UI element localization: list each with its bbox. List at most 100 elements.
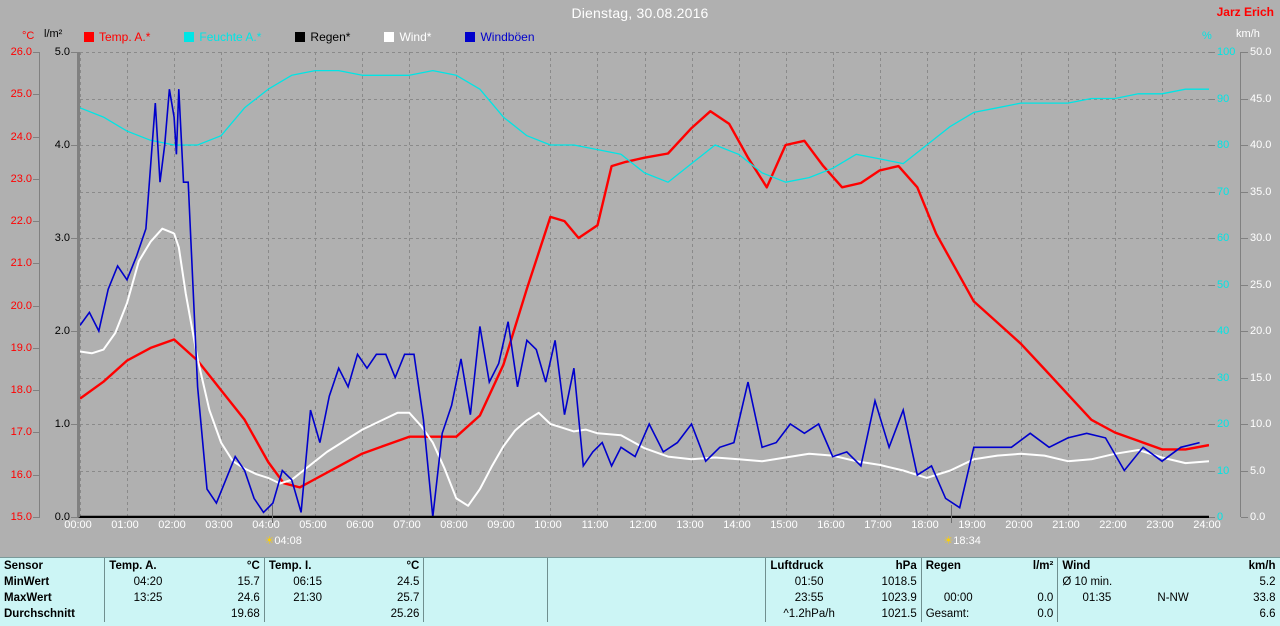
rain-left-tickmark: [71, 424, 78, 425]
time-tick: 17:00: [864, 519, 892, 531]
wind-right-tickmark: [1241, 52, 1248, 53]
temp-left-tickmark: [33, 94, 40, 95]
sunset-marker: ☀18:34: [943, 534, 980, 547]
cell-tempi-min-time: 06:15: [263, 574, 351, 590]
rain-left-tickmark: [71, 238, 78, 239]
legend-temp-a[interactable]: Temp. A.*: [84, 30, 150, 44]
axis-wind-right: 50.0 45.0 40.0 35.0 30.0 25.0 20.0 15.0 10.0 5.0 0…: [1240, 47, 1280, 523]
cell-luftdruck-min-time: 01:50: [765, 574, 852, 590]
hum-right-tickmark: [1208, 238, 1215, 239]
cell-tempi-avg-value: 25.26: [390, 608, 420, 620]
wind-right-tick: 15.0: [1250, 372, 1272, 384]
legend-regen[interactable]: Regen*: [295, 30, 350, 44]
table-row-avg: Durchschnitt 19.68 25.26 ^1.2hPa/h 1021.…: [0, 606, 1280, 622]
cell-durchschnitt-label: Durchschnitt: [4, 608, 75, 620]
rain-left-tick: 1.0: [54, 418, 70, 430]
time-tick: 16:00: [817, 519, 845, 531]
time-tick: 10:00: [534, 519, 562, 531]
temp-left-tick: 16.0: [10, 469, 32, 481]
temp-left-tickmark: [33, 137, 40, 138]
cell-tempi-max-value: 25.7: [396, 592, 420, 604]
temp-left-tickmark: [33, 475, 40, 476]
temp-left-tick: 20.0: [10, 300, 32, 312]
wind-right-tick: 5.0: [1250, 465, 1266, 477]
hum-right-tick: 80: [1217, 139, 1230, 151]
hum-right-tick: 100: [1217, 46, 1236, 58]
temp-left-tick: 23.0: [10, 173, 32, 185]
cell-wind-r1-label: Ø 10 min.: [1057, 574, 1136, 590]
cell-empty-b4: [547, 606, 766, 622]
cell-tempi-unit: °C: [406, 560, 420, 572]
temp-left-tick: 17.0: [10, 426, 32, 438]
cell-empty-a2: [423, 574, 548, 590]
temp-left-tickmark: [33, 263, 40, 264]
hum-right-tick: 20: [1217, 418, 1230, 430]
cell-regen-r1-time: [920, 574, 995, 590]
cell-tempa-header: Temp. A.: [104, 558, 191, 574]
rain-left-tickmark: [71, 517, 78, 518]
axis-time-bottom: 00:00 01:00 02:00 03:00 04:00 05:00 06:00 07:00…: [0, 519, 1280, 535]
unit-hum-right: %: [1202, 30, 1212, 42]
chart-plot-area: [78, 52, 1209, 518]
wind-right-tickmark: [1241, 99, 1248, 100]
cell-tempa-unit: °C: [246, 560, 260, 572]
hum-right-tick: 70: [1217, 186, 1230, 198]
cell-regen-header: Regen: [920, 558, 995, 574]
hum-right-tickmark: [1208, 192, 1215, 193]
rain-left-tick: 2.0: [54, 325, 70, 337]
time-tick: 04:00: [252, 519, 280, 531]
temp-left-tickmark: [33, 432, 40, 433]
sunrise-marker-time: 04:08: [274, 535, 302, 547]
rain-left-tick: 4.0: [54, 139, 70, 151]
cell-luftdruck-min-value: 1018.5: [881, 576, 917, 588]
cell-wind-r2-value: 33.8: [1253, 592, 1276, 604]
cell-luftdruck-max-value: 1023.9: [881, 592, 917, 604]
hum-right-tickmark: [1208, 52, 1215, 53]
temp-left-tick: 22.0: [10, 215, 32, 227]
sunset-marker-time: 18:34: [953, 535, 981, 547]
chart-svg: [80, 52, 1209, 517]
time-tick: 20:00: [1005, 519, 1033, 531]
cell-tempa-avg-pad: [104, 606, 191, 622]
temp-left-tick: 19.0: [10, 342, 32, 354]
cell-wind-dir-header: [1136, 558, 1211, 574]
series-tempa: [80, 110, 1209, 489]
hum-right-tick: 50: [1217, 279, 1230, 291]
cell-tempi-avg-pad: [263, 606, 351, 622]
cell-tempa-min-time: 04:20: [104, 574, 191, 590]
rain-left-tick: 3.0: [54, 232, 70, 244]
page-title: Dienstag, 30.08.2016: [571, 5, 709, 21]
cell-wind-r3-label: [1057, 606, 1136, 622]
wind-right-tickmark: [1241, 471, 1248, 472]
time-tick: 19:00: [958, 519, 986, 531]
sunset-marker-line: [951, 505, 952, 523]
cell-empty-b3: [547, 590, 766, 606]
time-tick: 15:00: [770, 519, 798, 531]
rain-left-spine: [77, 52, 78, 517]
legend-wind[interactable]: Wind*: [384, 30, 431, 44]
legend-feuchte-a-swatch-icon: [184, 32, 195, 42]
legend-feuchte-a[interactable]: Feuchte A.*: [184, 30, 261, 44]
hum-right-tickmark: [1208, 378, 1215, 379]
rain-left-tick: 0.0: [54, 511, 70, 523]
cell-empty-b2: [547, 574, 766, 590]
summary-table: Sensor Temp. A. °C Temp. I. °C Luftdruck…: [0, 557, 1280, 626]
rain-left-tick: 5.0: [54, 46, 70, 58]
time-tick: 08:00: [440, 519, 468, 531]
temp-left-tickmark: [33, 348, 40, 349]
temp-left-tick: 15.0: [10, 511, 32, 523]
wind-right-tickmark: [1241, 424, 1248, 425]
time-tick: 23:00: [1146, 519, 1174, 531]
unit-temp-left: °C: [22, 30, 35, 42]
cell-wind-r1-dir: [1136, 574, 1211, 590]
hum-right-tick: 10: [1217, 465, 1230, 477]
wind-right-tick: 50.0: [1250, 46, 1272, 58]
legend-regen-label: Regen*: [310, 30, 351, 44]
wind-right-tick: 40.0: [1250, 139, 1272, 151]
time-tick: 05:00: [299, 519, 327, 531]
table-row-min: MinWert 04:20 15.7 06:15 24.5 01:50 1018…: [0, 574, 1280, 590]
time-tick: 22:00: [1099, 519, 1127, 531]
legend-windboeen[interactable]: Windböen: [465, 30, 535, 44]
unit-wind-right: km/h: [1236, 28, 1260, 40]
cell-empty-b1: [547, 558, 766, 574]
